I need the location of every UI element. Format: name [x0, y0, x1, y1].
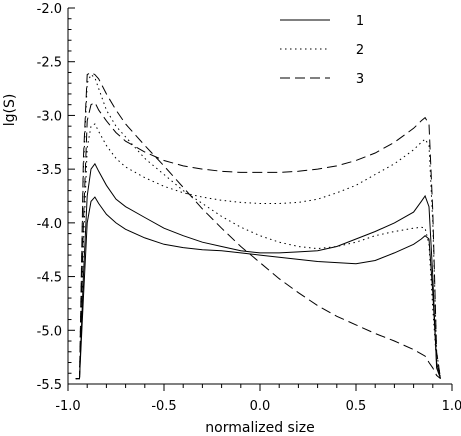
ticks-layer: -2.0 -2.5 -3.0 -3.5 -4.0 -4.5 -5.0 -5.5 -1.0 -0.5…: [37, 2, 461, 414]
y-tick-label: -2.0: [37, 2, 62, 17]
series-3-line-2: [75, 71, 441, 380]
legend-label-2: 2: [356, 43, 364, 58]
y-tick-label: -5.5: [37, 378, 62, 393]
x-tick-label: 0.0: [250, 399, 271, 414]
series-1-line-1: [75, 162, 441, 380]
legend-label-3: 3: [356, 72, 364, 87]
y-tick-label: -3.5: [37, 163, 62, 178]
legend: 1 2 3: [280, 14, 364, 87]
y-tick-label: -2.5: [37, 56, 62, 71]
x-axis-title: normalized size: [205, 420, 314, 436]
series-1-line-2: [75, 196, 441, 380]
x-tick-label: 1.0: [442, 399, 461, 414]
y-tick-label: -3.0: [37, 109, 62, 124]
series-layer: [75, 71, 441, 380]
series-3-line-1: [75, 101, 441, 380]
y-tick-label: -4.5: [37, 271, 62, 286]
y-tick-label: -4.0: [37, 217, 62, 232]
y-tick-label: -5.0: [37, 324, 62, 339]
x-tick-label: -0.5: [151, 399, 176, 414]
x-tick-label: -1.0: [55, 399, 80, 414]
series-2-line-1: [75, 123, 441, 380]
legend-label-1: 1: [356, 14, 364, 29]
axes-layer: [67, 8, 452, 385]
x-tick-label: 0.5: [346, 399, 367, 414]
y-axis-title: lg(S): [2, 94, 18, 127]
